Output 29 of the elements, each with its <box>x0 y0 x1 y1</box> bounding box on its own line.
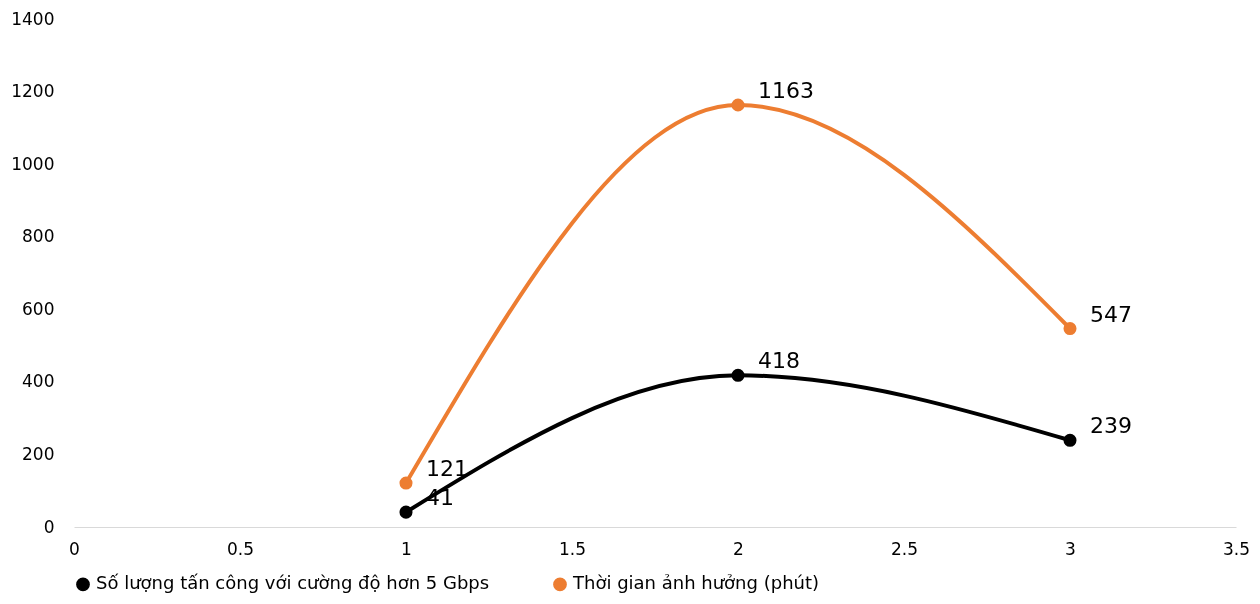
y-tick-label: 0 <box>43 516 55 537</box>
data-label: 121 <box>426 456 468 482</box>
point <box>731 98 745 112</box>
y-tick-label: 800 <box>22 226 55 247</box>
point <box>731 368 745 382</box>
point <box>399 476 413 490</box>
y-tick-label: 1400 <box>11 8 55 29</box>
y-tick-label: 1000 <box>11 153 55 174</box>
x-tick-label: 2 <box>733 538 744 559</box>
y-tick-label: 600 <box>22 298 55 319</box>
data-label: 239 <box>1090 413 1132 439</box>
x-tick-label: 3 <box>1065 538 1076 559</box>
y-tick-label: 200 <box>22 443 55 464</box>
legend-label: Thời gian ảnh hưởng (phút) <box>572 572 820 594</box>
legend-label: Số lượng tấn công với cường độ hơn 5 Gbps <box>96 572 490 594</box>
x-tick-label: 1 <box>401 538 412 559</box>
point <box>1063 322 1077 336</box>
y-tick-label: 400 <box>22 371 55 392</box>
point <box>1063 433 1077 447</box>
x-tick-label: 0 <box>69 538 80 559</box>
x-tick-label: 2.5 <box>890 538 919 559</box>
data-label: 418 <box>758 348 800 374</box>
data-label: 1163 <box>758 78 814 103</box>
y-tick-label: 1200 <box>11 81 55 102</box>
x-tick-label: 0.5 <box>226 538 255 559</box>
point <box>399 505 413 519</box>
x-tick-label: 3.5 <box>1222 538 1251 559</box>
x-tick-label: 1.5 <box>558 538 587 559</box>
data-label: 547 <box>1090 301 1132 327</box>
